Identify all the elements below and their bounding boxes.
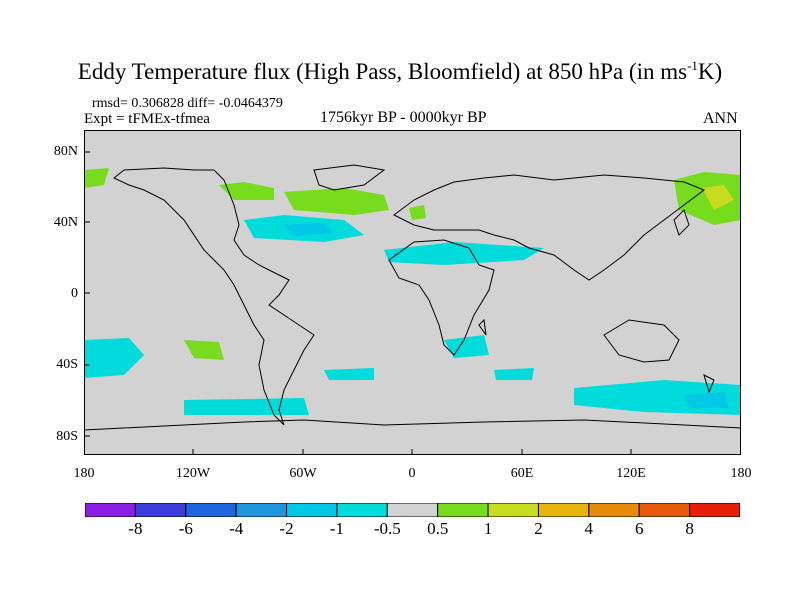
x-tick-label: 60E	[510, 466, 534, 481]
coastlines	[84, 164, 741, 431]
patch-positive	[219, 182, 274, 200]
coast-africa	[388, 239, 495, 356]
colorbar-label: -4	[229, 519, 244, 538]
coast-antarctica	[84, 419, 741, 431]
patch-positive	[84, 168, 109, 188]
patch-positive	[184, 340, 224, 360]
x-tick-label: 180	[73, 466, 95, 481]
colorbar-label: -0.5	[373, 519, 401, 538]
patch-negative	[684, 392, 729, 408]
y-tick-label: 40N	[53, 215, 78, 230]
colorbar-swatch	[437, 503, 489, 517]
x-tick-label: 180	[730, 466, 752, 481]
patch-negative	[184, 398, 309, 415]
colorbar-label: 2	[534, 519, 543, 538]
season-label: ANN	[703, 110, 738, 127]
colorbar-swatch	[537, 503, 590, 517]
y-tick-label: 0	[71, 286, 78, 301]
y-tick-label: 80S	[56, 429, 78, 444]
patch-negative	[84, 338, 144, 378]
coast-australia	[603, 319, 680, 363]
colorbar-label: 1	[483, 519, 493, 538]
colorbar-swatch	[689, 503, 740, 517]
colorbar-label: 6	[634, 519, 644, 538]
y-tick-label: 80N	[53, 144, 78, 159]
patch-negative	[384, 242, 544, 265]
colorbar-label: 8	[685, 519, 694, 538]
coast-newzealand	[703, 374, 715, 394]
patch-positive	[409, 205, 426, 220]
rmsd-diff-stats: rmsd= 0.306828 diff= -0.0464379	[92, 96, 283, 111]
colorbar-swatch	[235, 503, 288, 517]
colorbar-label: -2	[279, 519, 294, 538]
colorbar-swatch	[487, 503, 539, 517]
colorbar-swatch	[134, 503, 187, 517]
patch-negative	[494, 368, 534, 380]
colorbar-swatch	[638, 503, 691, 517]
colorbar-swatch	[336, 503, 388, 517]
colorbar-swatch	[185, 503, 237, 517]
x-tick-label: 120E	[616, 466, 646, 481]
patch-positive	[284, 188, 389, 215]
colorbar-label: -1	[329, 519, 344, 538]
world-map	[84, 130, 741, 455]
coast-greenland	[313, 164, 386, 191]
colorbar-label: 4	[584, 519, 594, 538]
colorbar-swatch	[85, 503, 136, 517]
colorbar	[85, 503, 740, 517]
colorbar-label: -6	[178, 519, 193, 538]
x-tick-label: 0	[408, 466, 416, 481]
patch-negative	[324, 368, 374, 380]
colorbar-swatch	[286, 503, 338, 517]
colorbar-label: -8	[128, 519, 143, 538]
colorbar-swatch	[588, 503, 640, 517]
time-period-label: 1756kyr BP - 0000kyr BP	[320, 109, 487, 126]
patch-positive	[674, 172, 741, 225]
colorbar-swatch	[386, 503, 439, 517]
coast-eurasia	[393, 174, 706, 281]
x-tick-label: 60W	[289, 466, 317, 481]
coast-madagascar	[478, 318, 487, 336]
coast-japan	[673, 209, 690, 236]
experiment-label: Expt = tFMEx-tfmea	[84, 111, 210, 127]
axis-ticks	[84, 151, 632, 455]
y-tick-label: 40S	[56, 357, 78, 372]
colorbar-label: 0.5	[427, 519, 449, 538]
anomaly-patches	[84, 168, 741, 415]
patch-positive	[702, 185, 734, 210]
figure-title: Eddy Temperature flux (High Pass, Bloomf…	[77, 58, 723, 84]
coast-americas	[113, 167, 315, 426]
x-tick-label: 120W	[175, 466, 211, 481]
patch-negative	[284, 223, 334, 236]
